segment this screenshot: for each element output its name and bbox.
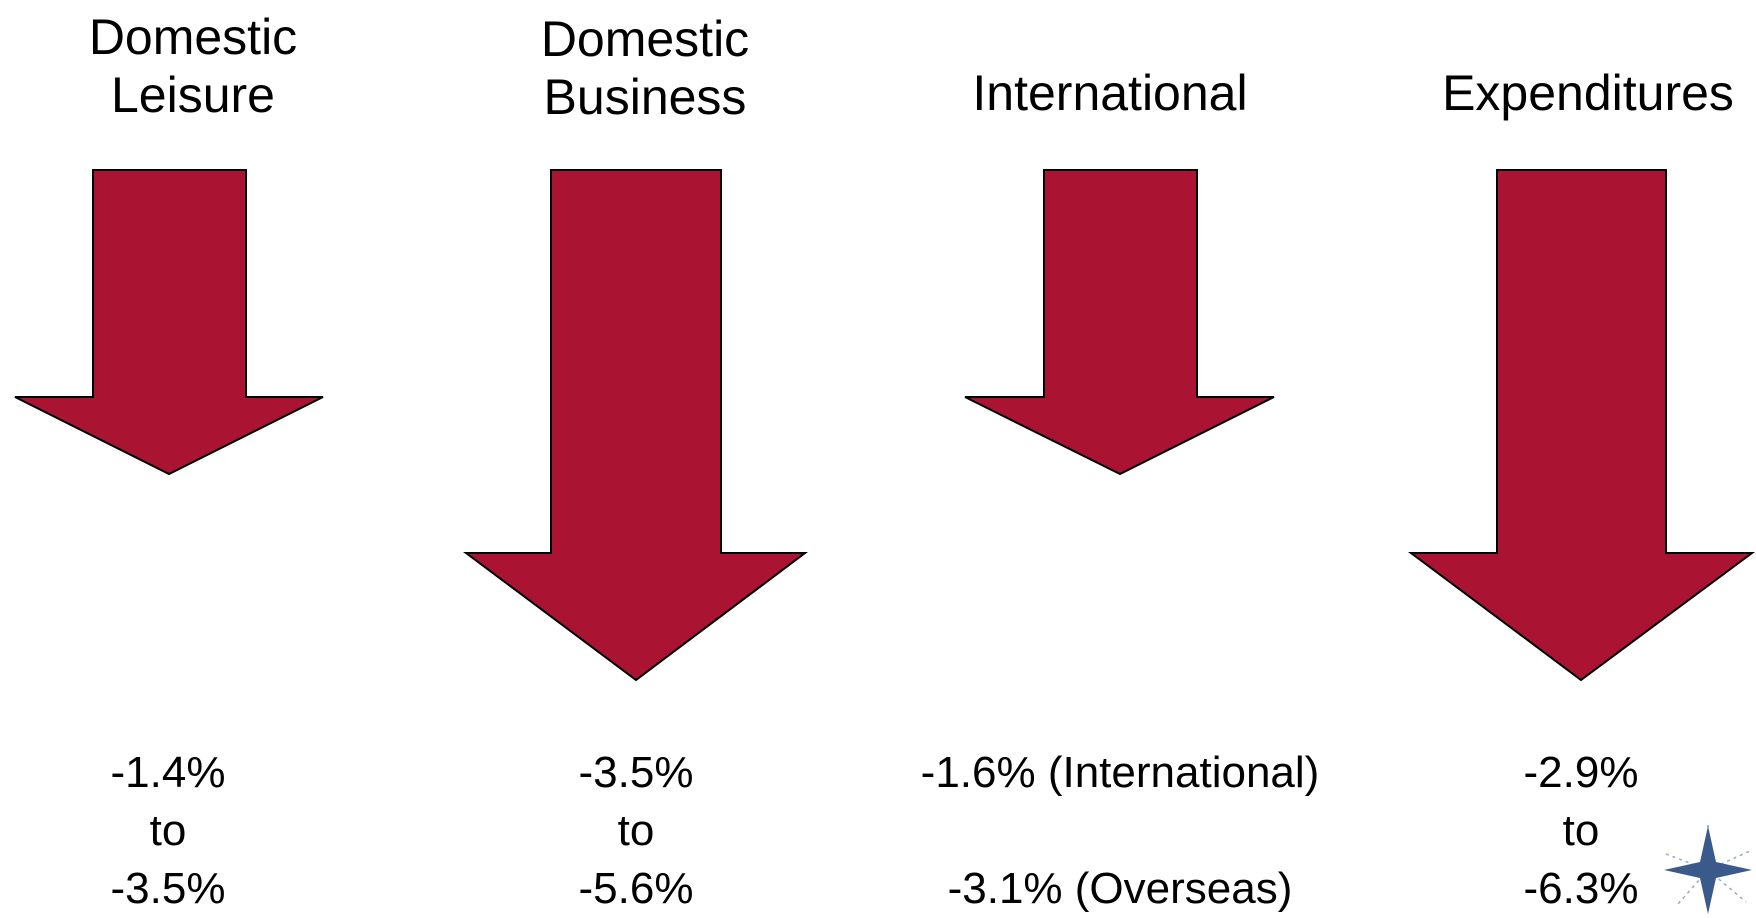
column-title-domestic-leisure: Domestic Leisure	[88, 9, 298, 123]
down-arrow-domestic-business	[462, 169, 808, 682]
column-title-international: International	[972, 65, 1248, 121]
column-title-domestic-business: Domestic Business	[540, 11, 750, 125]
value-expenditures: -2.9% to -6.3%	[1523, 748, 1639, 913]
value-domestic-leisure: -1.4% to -3.5%	[110, 748, 226, 913]
column-title-expenditures: Expenditures	[1442, 65, 1734, 121]
value-international: -1.6% (International) -3.1% (Overseas)	[920, 748, 1320, 913]
value-domestic-business: -3.5% to -5.6%	[578, 748, 694, 913]
down-arrow-expenditures	[1407, 169, 1756, 682]
down-arrow-international	[964, 169, 1275, 476]
star-logo-icon	[1664, 822, 1753, 914]
down-arrow-domestic-leisure	[14, 169, 324, 476]
